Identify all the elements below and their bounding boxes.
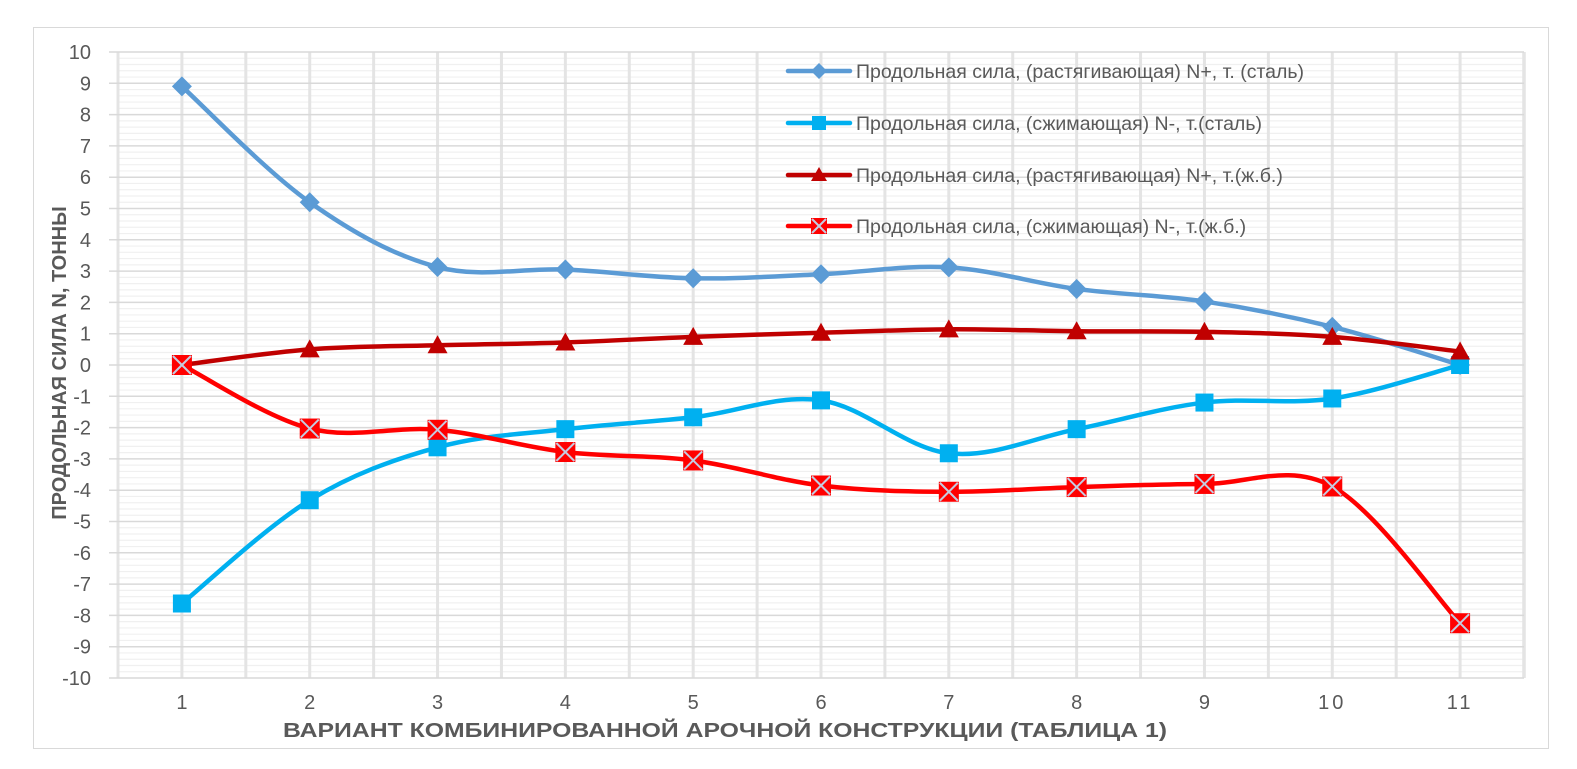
- legend-label: Продольная сила, (сжимающая) N-, т.(стал…: [856, 113, 1262, 135]
- diamond-marker-icon: [811, 63, 827, 79]
- triangle-marker-icon: [938, 319, 959, 338]
- triangle-marker-icon: [811, 322, 831, 341]
- triangle-marker-icon: [683, 326, 704, 345]
- x-square-marker-icon: [171, 355, 192, 375]
- y-tick-label: -6: [73, 543, 91, 565]
- square-marker-icon: [172, 594, 191, 613]
- y-tick-label: 10: [69, 42, 91, 64]
- x-axis-tick-labels: 1 2 3 4 5 6 7 8 9 10 11: [176, 692, 1474, 714]
- x-tick-label: 7: [943, 692, 954, 714]
- y-tick-label: -9: [73, 637, 91, 659]
- legend-label: Продольная сила, (сжимающая) N-, т.(ж.б.…: [856, 216, 1246, 238]
- triangle-marker-icon: [1322, 326, 1343, 345]
- square-marker-icon: [1195, 393, 1214, 412]
- series-1: [171, 76, 1471, 375]
- y-tick-label: 0: [80, 355, 91, 377]
- x-tick-label: 2: [304, 692, 315, 714]
- legend-label: Продольная сила, (растягивающая) N+, т. …: [856, 61, 1304, 83]
- triangle-marker-icon: [1066, 321, 1087, 340]
- diamond-marker-icon: [555, 259, 576, 280]
- x-tick-label: 8: [1071, 692, 1082, 714]
- square-marker-icon: [684, 408, 703, 427]
- x-square-marker-icon: [1322, 476, 1343, 497]
- legend-item[interactable]: Продольная сила, (растягивающая) N+, т. …: [785, 61, 1304, 83]
- y-tick-label: 1: [80, 324, 91, 346]
- triangle-marker-icon: [299, 339, 320, 358]
- diamond-marker-icon: [811, 264, 831, 285]
- data-series: [171, 76, 1471, 634]
- y-axis-title: ПРОДОЛЬНАЯ СИЛА N, ТОННЫ: [49, 206, 71, 519]
- legend-item[interactable]: Продольная сила, (сжимающая) N-, т.(ж.б.…: [785, 216, 1246, 238]
- diamond-marker-icon: [938, 257, 959, 278]
- y-tick-label: 9: [80, 73, 91, 95]
- y-tick-label: -7: [73, 574, 91, 596]
- triangle-marker-icon: [555, 332, 576, 351]
- y-tick-label: -5: [73, 512, 91, 534]
- y-tick-label: -2: [73, 418, 91, 440]
- y-tick-label: -1: [73, 386, 91, 408]
- diamond-marker-icon: [1194, 291, 1215, 312]
- diamond-marker-icon: [299, 192, 320, 213]
- x-tick-label: 9: [1199, 692, 1210, 714]
- x-square-marker-icon: [1450, 613, 1471, 634]
- x-tick-label: 5: [688, 692, 699, 714]
- diamond-marker-icon: [427, 257, 448, 278]
- x-square-marker-icon: [427, 419, 448, 440]
- diamond-marker-icon: [683, 268, 704, 289]
- x-square-marker-icon: [1066, 477, 1087, 498]
- x-tick-label: 6: [815, 692, 826, 714]
- y-tick-label: -3: [73, 449, 91, 471]
- square-marker-icon: [428, 438, 447, 457]
- square-marker-icon: [812, 391, 830, 410]
- x-tick-label: 11: [1447, 692, 1474, 714]
- x-square-marker-icon: [938, 481, 959, 502]
- x-tick-label: 1: [176, 692, 187, 714]
- y-tick-label: 2: [80, 292, 91, 314]
- x-square-marker-icon: [1194, 473, 1215, 494]
- x-tick-label: 3: [432, 692, 443, 714]
- y-tick-label: -10: [62, 668, 91, 690]
- triangle-marker-icon: [1194, 321, 1215, 340]
- y-tick-label: 7: [80, 136, 91, 158]
- x-square-marker-icon: [811, 218, 827, 234]
- triangle-marker-icon: [1450, 341, 1471, 360]
- chart-frame: [33, 27, 1549, 749]
- series-2: [172, 356, 1470, 613]
- x-tick-label: 4: [560, 692, 571, 714]
- triangle-marker-icon: [427, 335, 448, 354]
- y-tick-label: -4: [73, 480, 91, 502]
- x-square-marker-icon: [299, 418, 320, 439]
- x-square-marker-icon: [811, 475, 831, 496]
- x-tick-label: 10: [1318, 692, 1346, 714]
- square-marker-icon: [812, 116, 826, 130]
- y-tick-label: 6: [80, 167, 91, 189]
- series-4: [171, 355, 1471, 634]
- diamond-marker-icon: [171, 76, 192, 97]
- x-square-marker-icon: [555, 442, 576, 463]
- square-marker-icon: [300, 491, 319, 510]
- gridlines: [109, 51, 1526, 679]
- square-marker-icon: [1323, 389, 1342, 408]
- square-marker-icon: [1067, 420, 1086, 439]
- y-tick-label: 3: [80, 261, 91, 283]
- triangle-marker-icon: [811, 167, 827, 181]
- x-square-marker-icon: [683, 450, 704, 471]
- y-tick-label: 8: [80, 105, 91, 127]
- x-axis-title: ВАРИАНТ КОМБИНИРОВАННОЙ АРОЧНОЙ КОНСТРУК…: [283, 718, 1167, 742]
- square-marker-icon: [939, 444, 958, 463]
- legend: Продольная сила, (растягивающая) N+, т. …: [785, 61, 1304, 238]
- square-marker-icon: [556, 420, 575, 439]
- y-tick-label: -8: [73, 605, 91, 627]
- square-marker-icon: [1451, 356, 1470, 374]
- diamond-marker-icon: [1322, 316, 1343, 337]
- legend-item[interactable]: Продольная сила, (сжимающая) N-, т.(стал…: [785, 113, 1262, 135]
- legend-label: Продольная сила, (растягивающая) N+, т.(…: [856, 165, 1283, 187]
- y-tick-label: 5: [80, 199, 91, 221]
- y-tick-label: 4: [80, 230, 91, 252]
- diamond-marker-icon: [1066, 278, 1087, 299]
- legend-item[interactable]: Продольная сила, (растягивающая) N+, т.(…: [785, 165, 1283, 187]
